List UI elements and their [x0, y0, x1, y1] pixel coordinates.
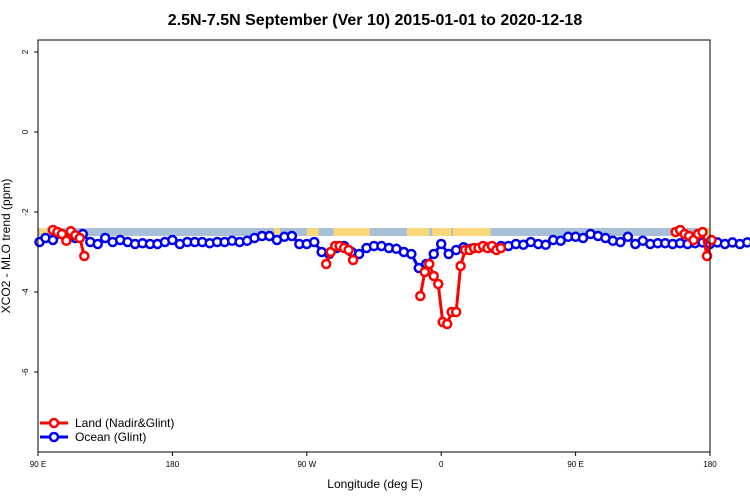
ocean-data-point — [540, 239, 551, 251]
ocean-data-point — [286, 230, 298, 242]
legend-land-label: Land (Nadir&Glint) — [75, 416, 174, 430]
y-tick-label: 2 — [21, 49, 30, 54]
x-tick-label: 90 E — [30, 460, 46, 469]
land-mask-segment — [306, 228, 319, 236]
land-mask-segment — [273, 228, 280, 236]
ocean-data-point — [615, 236, 626, 248]
land-mask-segment — [453, 228, 486, 236]
land-data-point — [455, 260, 466, 272]
ocean-data-point — [406, 248, 417, 260]
land-data-point — [697, 226, 708, 238]
land-data-point — [56, 228, 68, 240]
legend-ocean-marker — [48, 431, 60, 443]
data-layer — [34, 224, 750, 330]
land-data-point — [450, 306, 462, 318]
y-tick-label: -2 — [21, 208, 30, 216]
ocean-data-point — [264, 230, 275, 242]
chart-title: 2.5N-7.5N September (Ver 10) 2015-01-01 … — [168, 12, 583, 29]
y-tick-label: -6 — [21, 368, 30, 376]
ocean-data-point — [47, 234, 59, 246]
land-mask-segment — [333, 228, 370, 236]
x-tick-label: 90 W — [297, 460, 316, 469]
x-tick-label: 180 — [703, 460, 717, 469]
land-mask-segment — [480, 228, 491, 236]
land-data-point — [706, 234, 717, 246]
x-tick-label: 180 — [166, 460, 180, 469]
land-data-point — [347, 254, 359, 266]
ocean-data-point — [167, 234, 178, 246]
y-tick-label: 0 — [21, 129, 30, 134]
ocean-data-point — [555, 235, 566, 247]
land-data-point — [701, 250, 713, 262]
ocean-data-point — [353, 248, 365, 260]
ocean-data-point — [443, 248, 454, 260]
land-data-point — [320, 258, 332, 270]
x-tick-label: 90 E — [567, 460, 583, 469]
ocean-data-point — [99, 232, 111, 244]
ocean-data-point — [435, 238, 447, 250]
axes: 90 E 180 90 W 0 90 E 180 2 0 -2 -4 -6 — [21, 49, 717, 469]
land-data-point — [495, 242, 507, 254]
legend-land-marker — [48, 417, 60, 429]
ocean-data-point — [742, 237, 750, 248]
y-axis-label: XCO2 - MLO trend (ppm) — [0, 179, 13, 314]
legend: Land (Nadir&Glint) Ocean (Glint) — [40, 416, 174, 444]
ocean-data-point — [92, 238, 103, 250]
y-tick-label: -4 — [21, 288, 30, 296]
ocean-data-point — [577, 232, 589, 244]
land-data-point — [428, 270, 439, 282]
land-data-point — [419, 266, 431, 278]
x-axis-label: Longitude (deg E) — [327, 477, 422, 491]
land-data-point — [74, 232, 86, 244]
ocean-data-point — [428, 248, 439, 260]
land-data-point — [441, 318, 453, 330]
land-data-point — [79, 250, 90, 262]
plot-frame — [37, 39, 711, 453]
land-mask-segment — [432, 228, 452, 236]
x-tick-label: 0 — [439, 460, 444, 469]
land-mask-segment — [39, 228, 44, 236]
ocean-data-point — [309, 236, 320, 248]
ocean-mask-band — [38, 228, 710, 236]
land-data-point — [61, 235, 72, 247]
land-mask-segment — [406, 228, 430, 236]
land-mask-segment — [43, 228, 47, 236]
land-data-point — [432, 278, 444, 290]
land-data-point — [424, 258, 435, 270]
ocean-data-point — [622, 231, 634, 243]
legend-ocean-label: Ocean (Glint) — [75, 430, 146, 444]
land-data-point — [415, 290, 426, 302]
land-data-point — [343, 244, 354, 256]
